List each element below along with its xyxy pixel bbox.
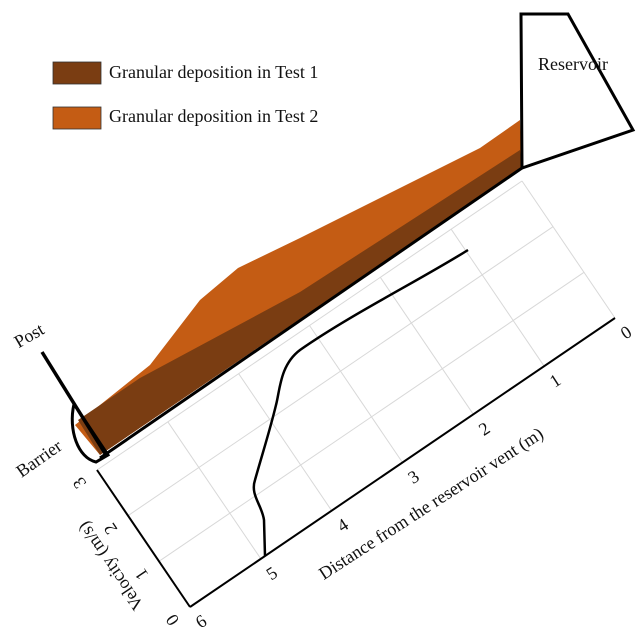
grid-line	[97, 181, 522, 470]
y-axis	[97, 470, 190, 607]
legend-label: Granular deposition in Test 2	[109, 106, 318, 126]
grid-line	[168, 422, 261, 559]
reservoir-label: Reservoir	[538, 54, 608, 74]
grid-line	[380, 277, 473, 414]
x-tick-label: 5	[263, 562, 281, 584]
y-tick-label: 3	[69, 474, 91, 493]
y-tick-label: 2	[100, 519, 122, 538]
barrier-label: Barrier	[12, 436, 65, 482]
diagram: Granular deposition in Test 1 Granular d…	[0, 0, 636, 634]
legend-label: Granular deposition in Test 1	[109, 62, 318, 82]
legend-swatch	[53, 107, 101, 129]
x-tick-label: 4	[333, 514, 351, 536]
x-tick-label: 2	[475, 418, 493, 440]
post-label: Post	[11, 319, 48, 352]
x-tick-label: 3	[404, 466, 422, 488]
grid-line	[451, 229, 544, 366]
reservoir-box	[521, 14, 633, 168]
grid-line	[310, 326, 403, 463]
deposit-test-1	[78, 150, 522, 455]
page: {"legend": [ {"label": "Granular deposit…	[0, 0, 636, 634]
legend-swatch	[53, 62, 101, 84]
x-axis	[190, 318, 615, 607]
x-axis-title: Distance from the reservoir vent (m)	[315, 423, 547, 584]
grid-line	[522, 181, 615, 318]
y-tick-label: 1	[131, 565, 153, 584]
y-tick-label: 0	[162, 611, 184, 630]
x-tick-label: 6	[192, 611, 210, 633]
channel-edge	[100, 168, 522, 458]
grid-line	[239, 374, 332, 511]
x-tick-label: 1	[546, 370, 564, 392]
x-tick-label: 0	[617, 322, 635, 344]
